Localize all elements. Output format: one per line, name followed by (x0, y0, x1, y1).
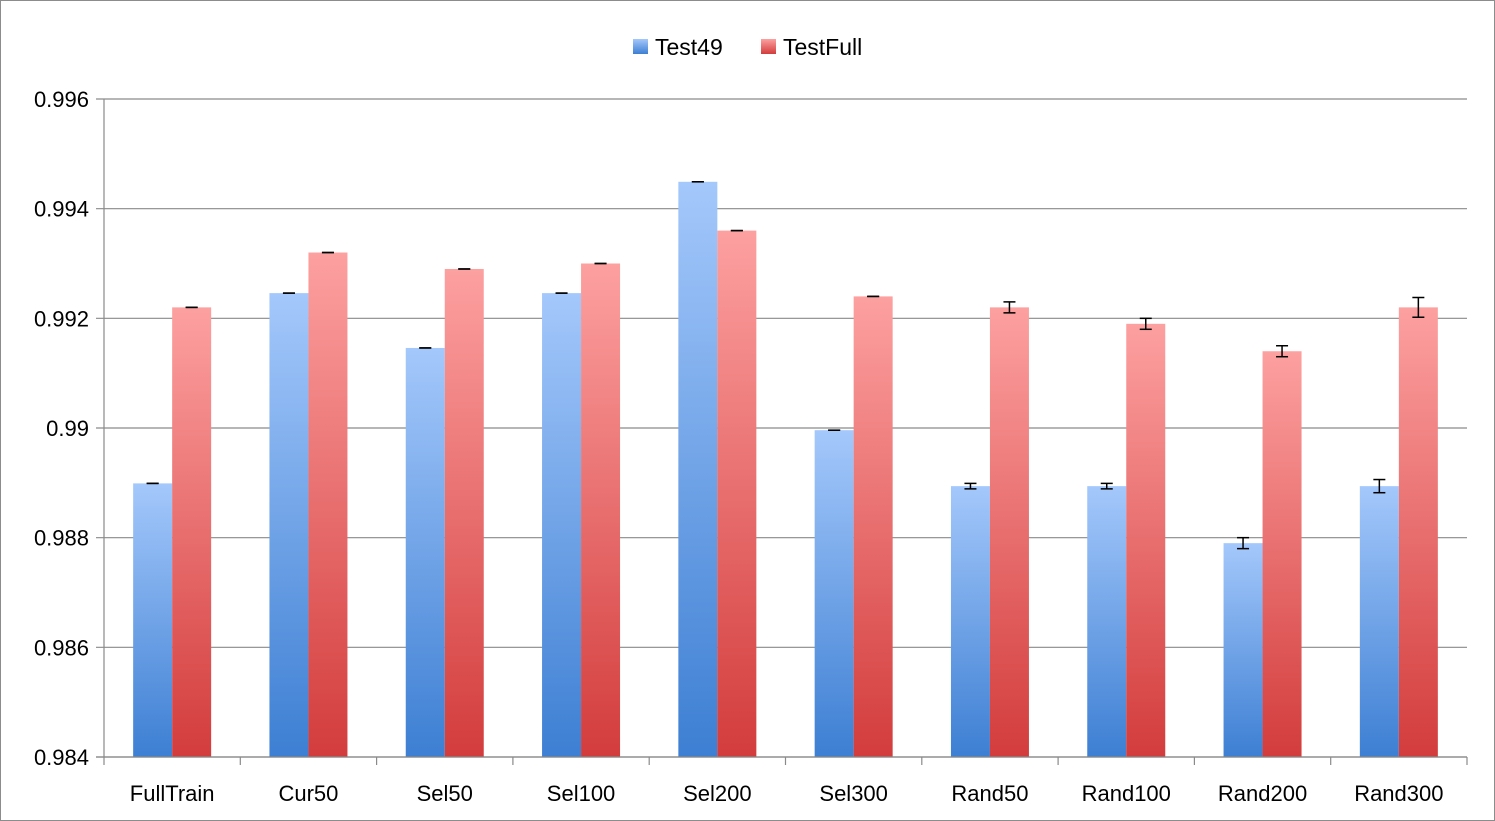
legend-swatch-test49 (633, 39, 648, 54)
bar-test49-rand50 (950, 486, 990, 757)
x-axis-tick-labels: FullTrain Cur50 Sel50 Sel100 Sel200 Sel300 Ran… (130, 781, 1444, 806)
bar-testfull-cur50 (308, 252, 348, 758)
bar-testfull-rand200 (1262, 351, 1302, 757)
y-tick-label: 0.984 (34, 745, 89, 770)
x-tick-label: Rand300 (1354, 781, 1443, 806)
bar-testfull-sel50 (444, 268, 484, 757)
y-axis-tick-labels: 0.984 0.986 0.988 0.99 0.992 0.994 0.996 (34, 87, 89, 770)
x-tick-label: Cur50 (278, 781, 338, 806)
x-tick-label: FullTrain (130, 781, 215, 806)
bar-test49-sel100 (542, 293, 582, 757)
y-tick-label: 0.988 (34, 526, 89, 551)
bar-testfull-rand100 (1126, 323, 1166, 757)
bar-test49-rand200 (1223, 543, 1263, 757)
x-axis (96, 756, 1468, 765)
legend-label-test49: Test49 (655, 34, 723, 60)
bar-testfull-sel100 (581, 263, 621, 757)
y-tick-label: 0.996 (34, 87, 89, 112)
y-tick-label: 0.986 (34, 635, 89, 660)
bar-test49-rand300 (1359, 486, 1399, 757)
bar-testfull-fulltrain (172, 307, 212, 757)
error-bars (146, 181, 1425, 550)
bar-test49-cur50 (269, 293, 309, 757)
bars (133, 181, 1438, 758)
y-tick-label: 0.994 (34, 197, 89, 222)
y-tick-label: 0.99 (46, 416, 89, 441)
bar-testfull-sel200 (717, 230, 757, 758)
bar-testfull-rand300 (1398, 307, 1438, 757)
legend: Test49 TestFull (633, 34, 862, 60)
legend-swatch-testfull (761, 39, 776, 54)
x-tick-label: Rand50 (951, 781, 1028, 806)
bar-test49-fulltrain (133, 483, 173, 757)
x-tick-label: Rand100 (1082, 781, 1171, 806)
legend-label-testfull: TestFull (783, 34, 862, 60)
x-tick-label: Sel300 (819, 781, 888, 806)
bar-testfull-sel300 (853, 296, 893, 757)
bar-test49-rand100 (1087, 486, 1127, 757)
x-tick-label: Sel100 (547, 781, 616, 806)
x-tick-label: Sel200 (683, 781, 752, 806)
x-tick-label: Sel50 (417, 781, 473, 806)
y-tick-label: 0.992 (34, 306, 89, 331)
bar-test49-sel300 (814, 430, 854, 757)
bar-test49-sel50 (405, 347, 445, 757)
bar-testfull-rand50 (989, 307, 1029, 757)
x-tick-label: Rand200 (1218, 781, 1307, 806)
bar-test49-sel200 (678, 181, 718, 757)
